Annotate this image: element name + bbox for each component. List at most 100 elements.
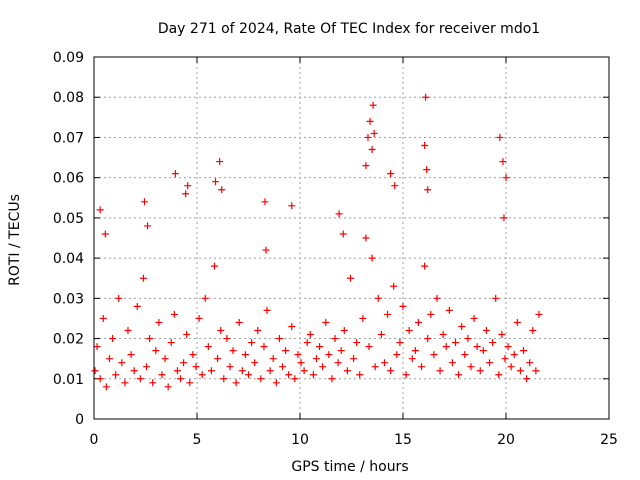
data-point	[369, 101, 377, 109]
x-tick-label: 5	[193, 432, 202, 448]
data-point	[374, 294, 382, 302]
data-point	[170, 310, 178, 318]
data-point	[223, 335, 231, 343]
data-point	[214, 355, 222, 363]
data-point	[229, 347, 237, 355]
data-point	[502, 174, 510, 182]
data-point	[288, 322, 296, 330]
data-point	[387, 170, 395, 178]
data-point	[143, 363, 151, 371]
data-point	[501, 355, 509, 363]
data-point	[312, 355, 320, 363]
data-point	[297, 359, 305, 367]
data-point	[377, 331, 385, 339]
data-point	[180, 359, 188, 367]
data-point	[520, 347, 528, 355]
data-point	[291, 375, 299, 383]
data-point	[532, 367, 540, 375]
data-point	[479, 347, 487, 355]
data-point	[423, 166, 431, 174]
y-tick-label: 0.02	[53, 332, 84, 348]
data-point	[396, 339, 404, 347]
data-point	[408, 355, 416, 363]
plot-frame	[93, 56, 610, 420]
data-point	[399, 302, 407, 310]
data-point	[306, 331, 314, 339]
data-point	[476, 367, 484, 375]
data-point	[207, 367, 215, 375]
data-point	[316, 343, 324, 351]
data-point	[216, 158, 224, 166]
y-tick-label: 0.07	[53, 130, 84, 146]
data-point	[411, 347, 419, 355]
data-point	[171, 170, 179, 178]
data-point	[405, 327, 413, 335]
data-point	[164, 383, 172, 391]
data-point	[149, 379, 157, 387]
data-point	[455, 371, 463, 379]
data-point	[238, 367, 246, 375]
data-point	[380, 359, 388, 367]
y-axis-label: ROTI / TECUs	[7, 194, 23, 286]
data-point	[458, 322, 466, 330]
data-point	[201, 294, 209, 302]
data-point	[492, 294, 500, 302]
data-point	[507, 363, 515, 371]
y-tick-label: 0.08	[53, 90, 84, 106]
data-point	[422, 93, 430, 101]
data-point	[146, 335, 154, 343]
y-tick-label: 0.06	[53, 171, 84, 187]
x-tick-label: 10	[291, 432, 309, 448]
data-point	[118, 359, 126, 367]
data-point	[130, 367, 138, 375]
data-point	[535, 310, 543, 318]
data-point	[144, 222, 152, 230]
data-point	[101, 230, 109, 238]
data-point	[266, 367, 274, 375]
data-point	[127, 351, 135, 359]
data-point	[427, 310, 435, 318]
data-point	[470, 314, 478, 322]
data-point	[241, 351, 249, 359]
data-point	[334, 359, 342, 367]
data-point	[112, 371, 120, 379]
data-point	[262, 246, 270, 254]
data-point	[370, 129, 378, 137]
data-point	[402, 371, 410, 379]
data-point	[464, 335, 472, 343]
y-tick-label: 0.01	[53, 372, 84, 388]
data-point	[393, 351, 401, 359]
y-tick-label: 0	[75, 412, 84, 428]
x-axis-label: GPS time / hours	[291, 459, 408, 475]
data-point	[288, 202, 296, 210]
data-point	[133, 302, 141, 310]
data-point	[99, 314, 107, 322]
data-point	[390, 282, 398, 290]
data-point	[500, 214, 508, 222]
y-tick-label: 0.09	[53, 50, 84, 66]
y-tick-label: 0.04	[53, 251, 84, 267]
data-point	[496, 133, 504, 141]
data-point	[498, 331, 506, 339]
chart-title: Day 271 of 2024, Rate Of TEC Index for r…	[158, 21, 540, 37]
data-point	[167, 339, 175, 347]
data-point	[340, 327, 348, 335]
data-point	[448, 359, 456, 367]
data-point	[346, 274, 354, 282]
data-point	[504, 343, 512, 351]
y-tick-label: 0.05	[53, 211, 84, 227]
data-point	[516, 367, 524, 375]
data-point	[217, 327, 225, 335]
axis-ticks: 0 0.01 0.02 0.03 0.04 0.05 0.06 0.07 0.08 0.09 0 5 1…	[53, 50, 618, 448]
data-point	[371, 363, 379, 371]
data-point	[384, 310, 392, 318]
data-point	[359, 314, 367, 322]
data-point	[368, 146, 376, 154]
data-point	[139, 274, 147, 282]
data-point	[467, 363, 475, 371]
data-point	[489, 339, 497, 347]
data-point	[414, 318, 422, 326]
data-point	[282, 347, 290, 355]
data-point	[226, 363, 234, 371]
grid-lines	[94, 57, 609, 419]
